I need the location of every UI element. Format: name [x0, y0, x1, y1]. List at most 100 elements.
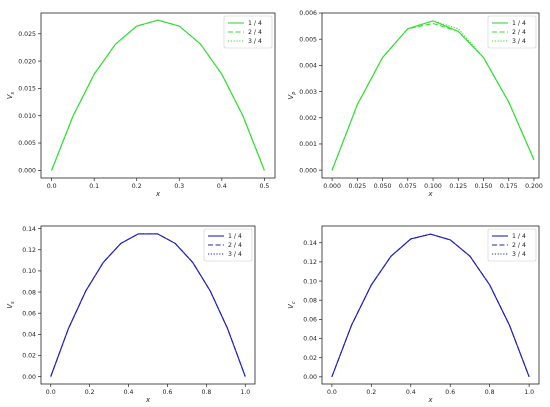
legend-label-3: 3 / 4 — [248, 38, 262, 45]
y-tick-label: 0.00 — [303, 374, 317, 381]
x-tick-label: 0.2 — [366, 389, 376, 396]
x-axis-label: x — [145, 396, 151, 404]
x-tick-label: 0.1 — [89, 183, 99, 190]
x-tick-label: 0.200 — [525, 183, 543, 190]
x-tick-label: 0.6 — [163, 389, 173, 396]
y-tick-label: 0.000 — [18, 168, 36, 175]
x-tick-label: 0.4 — [217, 183, 227, 190]
legend-label-3: 3 / 4 — [512, 251, 526, 258]
x-tick-label: 0.2 — [132, 183, 142, 190]
legend-label-2: 2 / 4 — [248, 29, 262, 36]
x-tick-label: 0.100 — [424, 183, 442, 190]
legend-label-3: 3 / 4 — [228, 251, 242, 258]
legend: 1 / 4 2 / 4 3 / 4 — [487, 228, 537, 262]
axes-frame — [321, 225, 540, 385]
y-tick-label: 0.002 — [299, 115, 317, 122]
legend-label-2: 2 / 4 — [228, 242, 242, 249]
y-tick-label: 0.006 — [299, 10, 317, 17]
legend-label-1: 1 / 4 — [512, 233, 526, 240]
x-axis-label: x — [427, 396, 433, 404]
x-tick-label: 0.0 — [47, 183, 57, 190]
y-tick-label: 0.003 — [299, 89, 317, 96]
y-tick-label: 0.14 — [22, 226, 36, 233]
y-tick-label: 0.015 — [18, 86, 36, 93]
x-tick-label: 0.6 — [445, 389, 455, 396]
x-axis-label: x — [155, 190, 161, 198]
legend: 1 / 4 2 / 4 3 / 4 — [203, 228, 253, 262]
x-tick-label: 0.0 — [46, 389, 56, 396]
x-tick-label: 1.0 — [240, 389, 250, 396]
y-tick-label: 0.06 — [303, 317, 317, 324]
y-tick-label: 0.10 — [303, 278, 317, 285]
y-tick-label: 0.08 — [22, 289, 36, 296]
x-tick-label: 0.175 — [500, 183, 518, 190]
legend-label-1: 1 / 4 — [512, 20, 526, 27]
legend-box — [487, 228, 537, 262]
y-axis-label: Vp — [287, 92, 297, 100]
series-line-1 — [331, 233, 530, 378]
x-tick-label: 0.4 — [124, 389, 134, 396]
y-tick-label: 0.10 — [22, 268, 36, 275]
legend: 1 / 4 2 / 4 3 / 4 — [223, 15, 273, 49]
y-tick-label: 0.06 — [22, 310, 36, 317]
x-tick-label: 0.075 — [399, 183, 417, 190]
x-axis-label: x — [427, 190, 433, 198]
chart-1: 0.0 0.1 0.2 0.3 0.4 0.5 0.000 0.005 0.010 0.015 0.… — [6, 12, 276, 198]
y-tick-label: 0.04 — [22, 332, 36, 339]
y-tick-label: 0.00 — [22, 374, 36, 381]
y-axis-label-subscript: s — [10, 301, 16, 304]
y-tick-label: 0.005 — [299, 36, 317, 43]
x-tick-label: 1.0 — [524, 389, 534, 396]
axes-frame — [40, 225, 256, 385]
x-tick-label: 0.8 — [201, 389, 211, 396]
y-tick-label: 0.000 — [299, 167, 317, 174]
x-tick-label: 0.0 — [327, 389, 337, 396]
y-tick-label: 0.08 — [303, 297, 317, 304]
y-axis-label-subscript: s — [10, 91, 16, 94]
y-tick-label: 0.02 — [303, 355, 317, 362]
x-tick-label: 0.025 — [348, 183, 366, 190]
y-tick-label: 0.010 — [18, 113, 36, 120]
x-tick-label: 0.5 — [259, 183, 269, 190]
legend-label-3: 3 / 4 — [512, 38, 526, 45]
y-axis-label: Vs — [6, 91, 16, 99]
y-axis-label: Vs — [6, 301, 16, 309]
legend-box — [223, 15, 273, 49]
axes-frame — [321, 12, 540, 179]
y-tick-label: 0.12 — [303, 259, 317, 266]
legend-box — [203, 228, 253, 262]
legend: 1 / 4 2 / 4 3 / 4 — [487, 15, 537, 49]
y-tick-label: 0.02 — [22, 353, 36, 360]
x-tick-label: 0.050 — [374, 183, 392, 190]
series-line-1 — [331, 20, 535, 171]
legend-label-1: 1 / 4 — [248, 20, 262, 27]
axes-frame — [40, 12, 276, 179]
y-tick-label: 0.14 — [303, 240, 317, 247]
y-tick-label: 0.020 — [18, 58, 36, 65]
series-line-1 — [50, 233, 246, 377]
y-axis-label-main: V — [6, 303, 14, 309]
y-tick-label: 0.12 — [22, 247, 36, 254]
legend-label-1: 1 / 4 — [228, 233, 242, 240]
x-tick-label: 0.125 — [449, 183, 467, 190]
chart-2: 0.000 0.025 0.050 0.075 0.100 0.125 0.150 0.175… — [287, 10, 543, 198]
legend-label-2: 2 / 4 — [512, 242, 526, 249]
y-axis-label-main: V — [6, 93, 14, 99]
y-tick-label: 0.025 — [18, 31, 36, 38]
y-axis-label-subscript: p — [291, 92, 297, 96]
x-tick-label: 0.000 — [323, 183, 341, 190]
y-axis-label-main: V — [287, 93, 295, 99]
series-line-1 — [51, 19, 265, 171]
y-tick-label: 0.004 — [299, 63, 317, 70]
legend-box — [487, 15, 537, 49]
y-axis-label-main: V — [287, 303, 295, 309]
y-axis-label: Vc — [287, 301, 297, 309]
y-tick-label: 0.001 — [299, 141, 317, 148]
x-tick-label: 0.150 — [475, 183, 493, 190]
legend-label-2: 2 / 4 — [512, 29, 526, 36]
x-tick-label: 0.3 — [174, 183, 184, 190]
x-tick-label: 0.4 — [406, 389, 416, 396]
chart-3: 0.0 0.2 0.4 0.6 0.8 1.0 0.00 0.02 0.04 0.06 0.08 0.… — [6, 225, 256, 404]
y-tick-label: 0.04 — [303, 336, 317, 343]
